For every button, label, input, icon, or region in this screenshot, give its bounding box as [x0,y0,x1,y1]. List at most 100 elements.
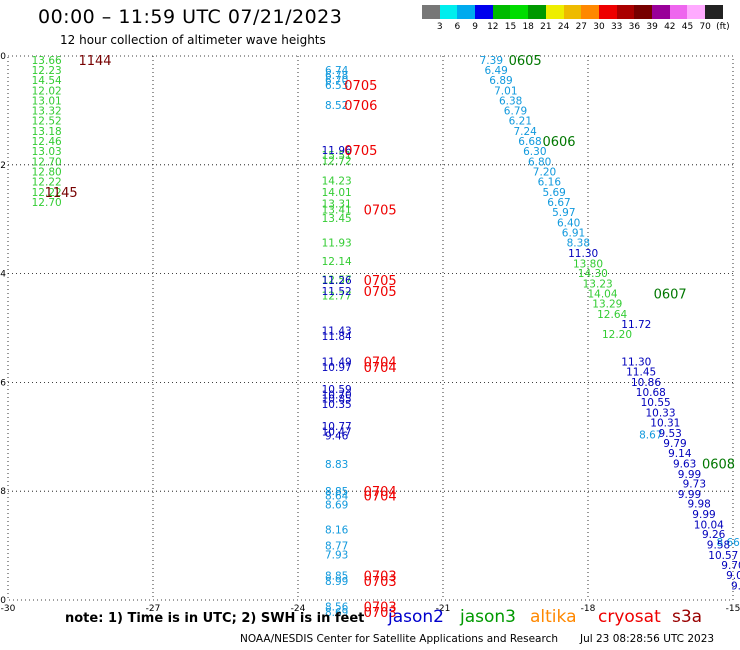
wave-height-label: 13.23 [583,278,613,290]
x-tick-label: -30 [1,604,16,614]
wave-height-label: 8.66 [716,537,740,549]
legend-jason3: jason3 [460,607,516,627]
color-scale-labels: 3 6 9 12 15 18 21 24 27 30 33 36 39 42 45 70 (ft) [422,22,740,34]
color-swatch [457,5,476,19]
wave-height-label: 6.67 [547,197,570,209]
wave-height-label: 6.78 [325,70,348,82]
pass-time-label: 0704 [364,490,397,505]
color-swatch [634,5,652,19]
color-swatch [439,5,458,19]
wave-height-label: 9.70 [721,560,740,572]
wave-height-label: 11.30 [621,357,651,369]
color-swatch [492,5,511,19]
color-scale-label: 30 [593,22,605,32]
wave-height-label: 9.08 [726,570,740,582]
wave-height-label: 8.52 [325,100,348,112]
color-scale-label: 24 [557,22,570,32]
wave-height-label: 12.52 [32,116,62,128]
wave-height-label: 10.59 [322,384,352,396]
color-swatch [422,5,440,19]
color-swatch [687,5,705,19]
y-tick-label: -24 [0,270,6,280]
color-scale-label: 33 [610,22,623,32]
wave-height-label: 12.70 [32,197,62,209]
wave-height-label: 8.67 [639,430,662,442]
color-scale-label: 42 [664,22,676,32]
wave-height-label: 6.79 [504,105,527,117]
wave-height-label: 6.49 [484,65,507,77]
wave-height-label: 13.32 [32,105,62,117]
wave-height-label: 8.83 [325,459,348,471]
color-scale-label: 45 [681,22,694,32]
wave-height-label: 6.91 [562,227,585,239]
wave-height-label: 7.39 [480,55,503,67]
pass-time-label: 0706 [344,99,377,114]
wave-height-label: 10.31 [650,418,680,430]
pass-time-label: 0703 [364,570,397,585]
wave-height-label: 11.52 [322,286,352,298]
wave-height-label: 9.46 [325,431,349,443]
pass-time-label: 0705 [364,285,397,300]
wave-height-label: 9.14 [668,448,692,460]
wave-height-label: 11.45 [626,367,656,379]
color-swatch [545,5,564,19]
wave-height-label: 9.73 [683,479,706,491]
pass-time-label: 1145 [45,186,78,201]
wave-height-label: 8.64 [325,491,349,503]
wave-height-label: 10.85 [322,394,352,406]
color-scale-bar [422,5,723,19]
wave-height-label: 10.97 [322,362,352,374]
x-tick-label: -24 [291,604,306,614]
wave-height-label: 11.49 [322,357,352,369]
wave-height-label: 12.77 [322,290,352,302]
wave-height-label: 9.58 [707,540,730,552]
x-tick-label: -27 [146,604,161,614]
wave-height-label: 8.77 [325,541,348,553]
y-tick-label: -20 [0,52,6,62]
wave-height-label: 14.54 [32,75,62,87]
color-scale-label: 9 [472,22,478,32]
wave-height-label: 10.47 [322,426,352,438]
wave-height-label: 12.22 [32,187,62,199]
wave-height-label: 10.35 [322,399,352,411]
wave-height-label: 6.38 [499,96,522,108]
footer-credit: NOAA/NESDIS Center for Satellite Applica… [240,633,558,645]
wave-height-label: 13.66 [32,55,62,67]
color-scale-label: 27 [575,22,588,32]
color-scale-label: 21 [540,22,552,32]
color-scale-label: (ft) [716,22,730,32]
wave-height-label: 8.85 [325,486,348,498]
wave-height-label: 12.46 [32,136,62,148]
x-tick-label: -15 [726,604,740,614]
plot-border [7,55,734,601]
wave-height-label: 9.26 [702,529,726,541]
pass-time-label: 0705 [344,144,377,159]
pass-time-label: 0605 [509,54,542,69]
wave-height-label: 13.01 [32,96,62,108]
wave-height-label: 6.53 [325,80,348,92]
wave-height-label: 5.69 [542,187,565,199]
wave-height-label: 14.30 [578,268,608,280]
wave-height-label: 9.53 [658,428,681,440]
wave-height-label: 12.14 [322,256,352,268]
chart-subtitle: 12 hour collection of altimeter wave hei… [60,33,326,47]
pass-time-label: 0704 [364,485,397,500]
wave-height-label: 10.57 [708,550,738,562]
wave-height-label: 9.79 [663,438,686,450]
color-swatch [616,5,635,19]
wave-height-label: 14.04 [587,289,617,301]
wave-height-label: 6.30 [523,146,546,158]
color-scale-label: 36 [628,22,641,32]
y-tick-label: -26 [0,378,6,388]
color-scale-label: 6 [454,22,461,32]
wave-height-label: 12.80 [32,166,62,178]
color-swatch [581,5,599,19]
color-scale-label: 15 [504,22,517,32]
wave-height-label: 7.93 [325,549,348,561]
color-swatch [669,5,688,19]
wave-height-label: 8.56 [325,602,349,614]
wave-height-label: 11.93 [322,238,352,250]
wave-height-label: 10.86 [631,377,661,389]
wave-height-label: 12.20 [602,329,632,341]
